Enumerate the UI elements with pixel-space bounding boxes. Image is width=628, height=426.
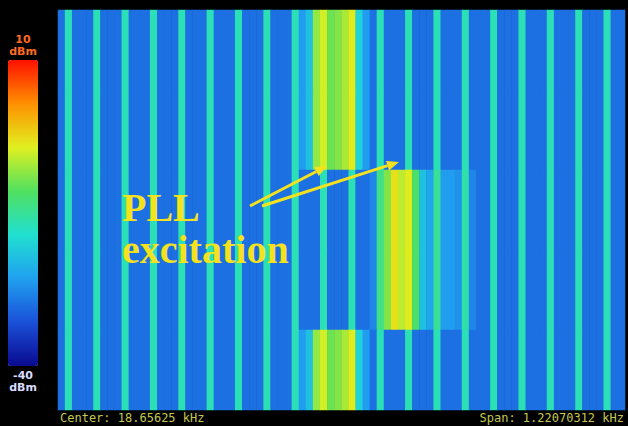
svg-text:10: 10 [15, 32, 31, 46]
svg-text:PLL: PLL [122, 185, 200, 230]
svg-text:dBm: dBm [9, 45, 37, 58]
svg-text:Center: 18.65625 kHz: Center: 18.65625 kHz [60, 411, 205, 425]
svg-text:excitation: excitation [122, 227, 289, 272]
svg-text:dBm: dBm [9, 381, 37, 394]
svg-text:Span: 1.22070312 kHz: Span: 1.22070312 kHz [480, 411, 625, 425]
svg-text:-40: -40 [13, 368, 33, 382]
